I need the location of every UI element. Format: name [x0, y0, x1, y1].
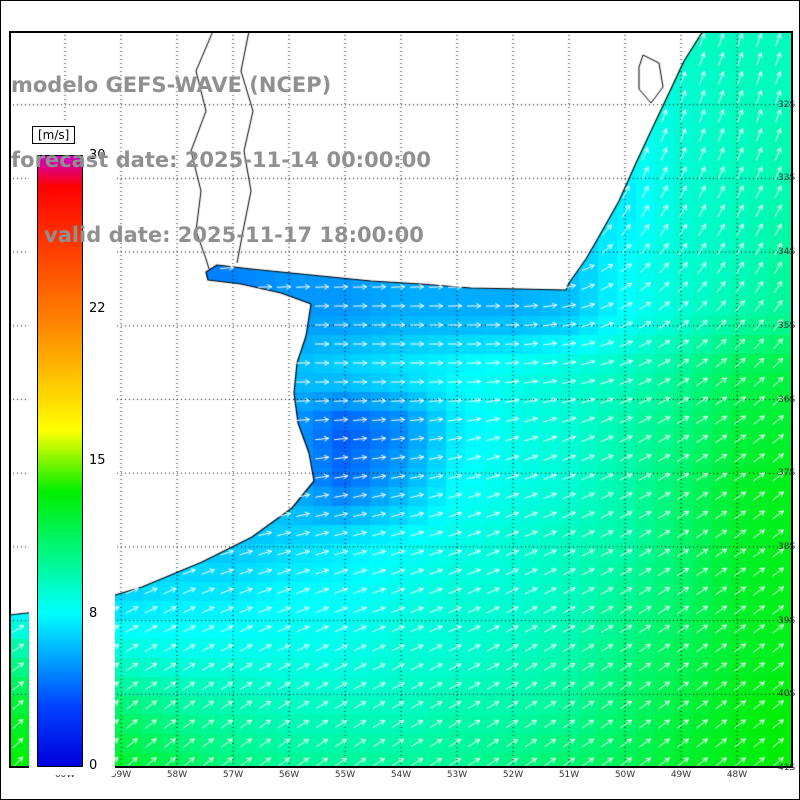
colorbar-tick-label: 8 — [89, 605, 98, 621]
latitude-label: 36S — [778, 394, 796, 405]
latitude-label: 39S — [778, 615, 796, 626]
forecast-date-title: forecast date: 2025-11-14 00:00:00 — [11, 148, 431, 172]
latitude-label: 37S — [778, 468, 796, 479]
longitude-label: 49W — [670, 770, 692, 780]
colorbar-unit-label: [m/s] — [32, 126, 76, 144]
longitude-label: 57W — [222, 770, 244, 780]
model-name-title: modelo GEFS-WAVE (NCEP) — [11, 73, 332, 97]
wave-field-canvas — [9, 31, 793, 768]
longitude-label: 48W — [726, 770, 748, 780]
latitude-label: 32S — [778, 99, 796, 110]
latitude-label: 34S — [778, 247, 796, 258]
longitude-label: 55W — [334, 770, 356, 780]
latitude-label: 35S — [778, 320, 796, 331]
valid-date-title: valid date: 2025-11-17 18:00:00 — [44, 223, 424, 247]
colorbar-tick-label: 15 — [89, 453, 106, 468]
longitude-label: 51W — [558, 770, 580, 780]
colorbar-gradient — [37, 155, 83, 767]
longitude-label: 56W — [278, 770, 300, 780]
colorbar: [m/s] 30 22 15 8 0 — [29, 121, 115, 775]
longitude-label: 58W — [166, 770, 188, 780]
colorbar-tick-label: 22 — [89, 300, 106, 316]
map-area — [9, 31, 793, 768]
colorbar-tick-label: 0 — [89, 758, 98, 773]
longitude-label: 54W — [390, 770, 412, 780]
longitude-label: 53W — [446, 770, 468, 780]
colorbar-ticks: 30 22 15 8 0 — [29, 121, 115, 775]
colorbar-tick-label: 30 — [89, 148, 106, 163]
latitude-label: 38S — [778, 541, 796, 552]
latitude-label: 33S — [778, 173, 796, 184]
latitude-label: 40S — [778, 689, 796, 700]
longitude-label: 52W — [502, 770, 524, 780]
plot-title-block: modelo GEFS-WAVE (NCEP) forecast date: 2… — [11, 23, 431, 298]
latitude-label: 41S — [778, 763, 796, 773]
longitude-label: 50W — [614, 770, 636, 780]
longitude-label: 60W — [54, 770, 76, 780]
longitude-label: 59W — [110, 770, 132, 780]
